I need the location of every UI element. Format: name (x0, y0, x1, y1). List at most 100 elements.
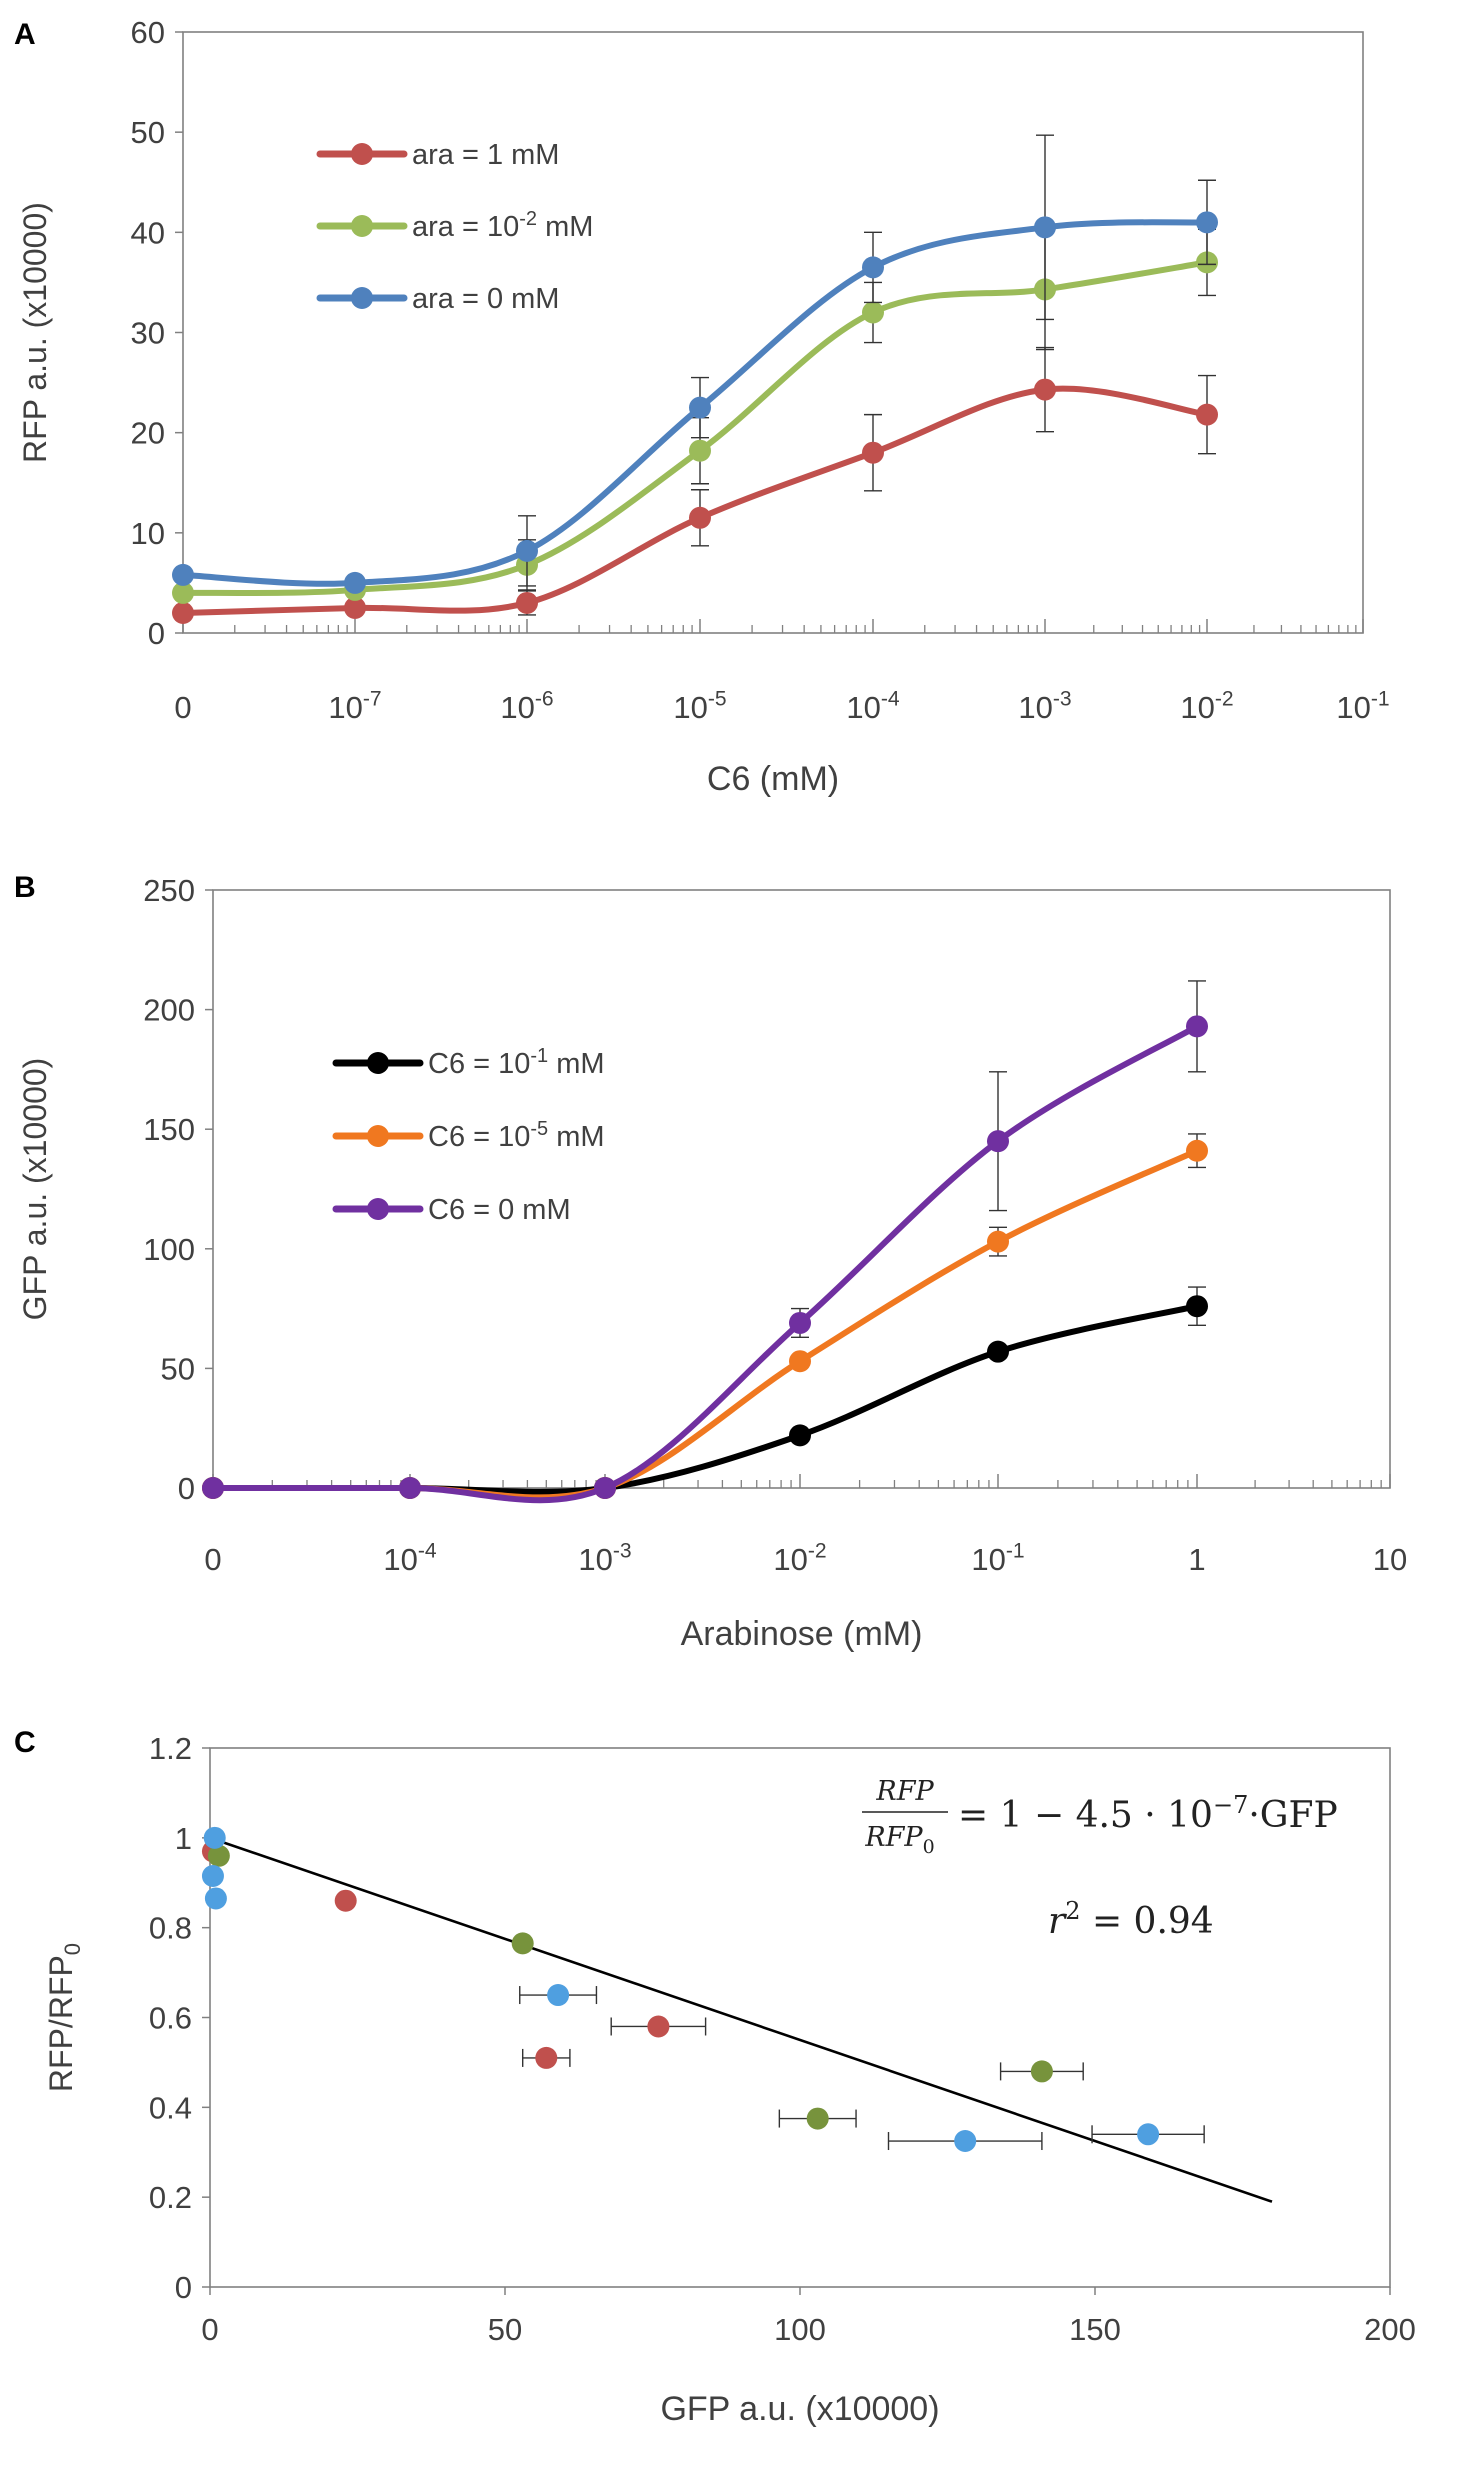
panel-b-x-tick-label: 0 (204, 1542, 221, 1577)
panel-c-equation-denominator: RFP0 (864, 1822, 934, 1858)
panel-a-x-tick-label-exp: -2 (1215, 688, 1234, 711)
panel-a-y-tick-label: 50 (131, 115, 165, 150)
panel-c-equation-denominator-sub: 0 (923, 1836, 935, 1858)
panel-c-x-tick-label: 0 (201, 2312, 218, 2347)
panel-b-data-point (987, 1130, 1009, 1153)
panel-b-data-point (987, 1230, 1009, 1253)
panel-a-y-tick-label: 0 (148, 616, 165, 651)
panel-b-legend-label-exp: -1 (530, 1045, 548, 1067)
panel-b-x-tick-label: 1 (1188, 1542, 1205, 1577)
panel-b-legend-label: C6 = 0 mM (428, 1194, 571, 1226)
panel-c-data-point-series-2 (204, 1887, 227, 1910)
panel-a-data-point (172, 581, 194, 604)
panel-a-x-axis-label: C6 (mM) (707, 760, 839, 798)
panel-c-x-tick-label: 150 (1069, 2312, 1121, 2347)
panel-b-x-tick-label-exp: -4 (418, 1540, 437, 1563)
panel-a-x-tick-label-base: 10 (328, 690, 362, 725)
panel-a-x-tick-label: 0 (174, 690, 191, 725)
panel-c-r-squared-value: = 0.94 (1081, 1901, 1214, 1942)
panel-a-data-point (862, 441, 884, 464)
panel-a-x-tick-label-exp: -3 (1053, 688, 1072, 711)
panel-c-equation-rhs: = 1 − 4.5 · 10−7·GFP (958, 1791, 1338, 1836)
panel-b-x-tick-label-exp: -3 (613, 1540, 632, 1563)
panel-c-data-point-series-1 (511, 1932, 534, 1955)
panel-a-x-tick-label-exp: -1 (1371, 688, 1390, 711)
panel-a-x-tick-label: 10-4 (846, 688, 900, 725)
panel-b-x-tick-label: 10-4 (383, 1540, 437, 1577)
panel-b-x-tick-label: 10-1 (971, 1540, 1024, 1577)
panel-b-data-point (399, 1477, 421, 1499)
panel-c-equation-numerator: RFP (875, 1776, 934, 1807)
panel-b-x-tick-label: 10 (1373, 1542, 1407, 1577)
panel-a-data-point (862, 301, 884, 324)
panel-c-r-squared-symbol: r (1048, 1901, 1067, 1942)
panel-letter-c: C (14, 1726, 36, 1759)
panel-a-y-tick-label: 20 (131, 416, 165, 451)
panel-a-data-point (689, 396, 711, 419)
panel-c-data-point-series-1 (806, 2107, 829, 2130)
panel-a-legend-label-post: mM (537, 211, 593, 243)
panel-a-x-tick-label-base: 10 (1018, 690, 1052, 725)
panel-a-y-axis-label: RFP a.u. (x10000) (17, 202, 53, 463)
panel-b-data-point (789, 1424, 811, 1447)
panel-a-legend-swatch-marker (351, 215, 373, 237)
panel-c-y-axis-label: RFP/RFP0 (43, 1943, 85, 2092)
panel-c-y-axis-label-main: RFP/RFP (43, 1955, 79, 2092)
panel-a-legend-swatch-marker (351, 287, 373, 309)
panel-c-y-tick-label: 0.8 (149, 1911, 192, 1946)
panel-a-data-point (1034, 378, 1056, 401)
panel-a-data-point (689, 506, 711, 529)
panel-b-y-tick-label: 100 (143, 1232, 195, 1267)
panel-b-legend-label-post: mM (548, 1121, 604, 1153)
panel-c-y-axis-label-sub: 0 (60, 1943, 85, 1955)
panel-c-data-point-series-1 (1030, 2060, 1053, 2083)
panel-letter-a: A (14, 18, 36, 51)
panel-b-legend-label-post: mM (548, 1048, 604, 1080)
panel-a-x-tick-label: 10-7 (328, 688, 381, 725)
panel-b-x-tick-label-exp: -2 (808, 1540, 827, 1563)
panel-a-data-point (1196, 211, 1218, 234)
panel-a-y-tick-label: 10 (131, 516, 165, 551)
panel-b-legend-label: C6 = 10-1 mM (428, 1045, 605, 1080)
panel-c-y-tick-label: 0.4 (149, 2090, 192, 2125)
panel-b-y-axis-label: GFP a.u. (x10000) (17, 1058, 53, 1321)
panel-a-legend-label-exp: -2 (519, 208, 537, 230)
panel-b-data-point (1186, 1015, 1208, 1038)
panel-a-x-tick-label-base: 10 (846, 690, 880, 725)
panel-b-y-tick-label: 50 (161, 1351, 195, 1386)
panel-a-x-tick-label: 10-2 (1180, 688, 1233, 725)
panel-a-x-tick-label-exp: -5 (708, 688, 727, 711)
panel-c-data-point-series-2 (547, 1984, 570, 2007)
panel-a-data-point (862, 256, 884, 279)
panel-a-x-tick-label-exp: -7 (363, 688, 382, 711)
panel-c-equation-rhs-post: ·GFP (1248, 1795, 1337, 1836)
panel-a-data-point (516, 539, 538, 562)
panel-c-x-tick-label: 200 (1364, 2312, 1416, 2347)
panel-a-x-tick-label-base: 10 (1180, 690, 1214, 725)
panel-a-x-tick-label-exp: -4 (881, 688, 900, 711)
panel-c-y-tick-label: 0.6 (149, 2001, 192, 2036)
panel-b-data-point (789, 1311, 811, 1334)
panel-b-x-tick-label-base: 10 (1373, 1542, 1407, 1577)
panel-letter-b: B (14, 871, 36, 904)
panel-a-x-tick-label: 10-6 (500, 688, 553, 725)
panel-a-legend-label: ara = 1 mM (412, 139, 559, 171)
panel-a-x-tick-label-base: 0 (174, 690, 191, 725)
panel-c-y-tick-label: 1 (175, 1821, 192, 1856)
panel-a-data-point (1034, 216, 1056, 239)
panel-a-data-point (172, 563, 194, 586)
panel-c-y-tick-label: 0 (175, 2270, 192, 2305)
panel-b-x-tick-label: 10-3 (578, 1540, 631, 1577)
panel-b-legend-swatch-marker (367, 1198, 389, 1220)
panel-b-legend-swatch-marker (367, 1125, 389, 1147)
panel-c-data-point-series-0 (647, 2015, 670, 2038)
panel-c-data-point-series-0 (535, 2046, 558, 2069)
panel-c-r-squared: r2 = 0.94 (1048, 1897, 1214, 1942)
panel-a-x-tick-label-base: 10 (500, 690, 534, 725)
panel-b-legend-label-pre: C6 = 10 (428, 1048, 530, 1080)
panel-b-series-line-2 (210, 1023, 1200, 1504)
panel-b-legend-label-exp: -5 (530, 1118, 548, 1140)
